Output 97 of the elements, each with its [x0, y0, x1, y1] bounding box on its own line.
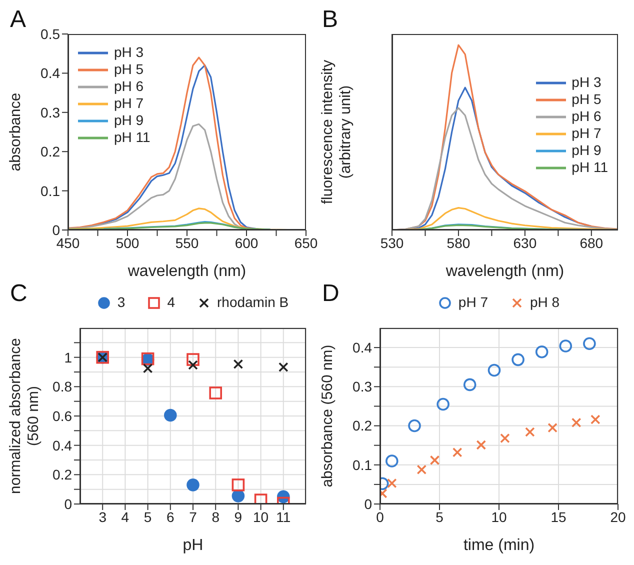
legend-label: pH 3 — [572, 74, 602, 91]
y-tick-label: 0.2 — [352, 418, 372, 434]
y-axis-title: fluorescence intensity (arbitrary unit) — [319, 59, 354, 204]
point — [548, 422, 558, 433]
y-tick-label: 0.8 — [52, 378, 72, 395]
x-tick-label: 4 — [121, 508, 130, 525]
y-axis-title: absorbance (560 nm) — [319, 344, 336, 488]
y-tick-label: 0.6 — [52, 408, 72, 424]
point — [488, 364, 501, 377]
legend-label: 3 — [117, 294, 126, 311]
x-tick-label: 7 — [189, 508, 198, 525]
legend-label: pH 7 — [114, 95, 144, 112]
point — [188, 360, 198, 370]
y-tick-label: 0 — [64, 496, 72, 512]
x-tick-label: 20 — [610, 508, 626, 525]
y-tick-label: 0.5 — [40, 26, 60, 42]
x-tick-label: 10 — [253, 508, 269, 525]
point — [232, 478, 245, 492]
point — [463, 378, 476, 392]
y-tick-label: 1 — [64, 349, 72, 366]
y-axis-title: normalized absorbance (560 nm) — [7, 338, 42, 494]
point — [571, 418, 582, 428]
legend-label: rhodamin B — [217, 294, 289, 311]
chart-title: D — [322, 280, 340, 308]
x-tick-label: 5 — [436, 508, 444, 525]
y-tick-label: 0.1 — [40, 182, 60, 199]
legend-label: pH 6 — [114, 78, 144, 95]
x-tick-label: 10 — [491, 508, 507, 525]
point — [452, 447, 462, 458]
point — [430, 455, 440, 466]
x-tick-label: 580 — [446, 234, 470, 251]
point — [476, 440, 486, 450]
y-tick-label: 0.4 — [352, 340, 372, 356]
x-tick-label: 9 — [234, 508, 242, 525]
legend-label: pH 7 — [458, 294, 488, 311]
legend-label: pH 5 — [114, 61, 144, 78]
y-axis-title: absorbance — [7, 92, 24, 172]
x-tick-label: 500 — [116, 234, 140, 251]
point — [386, 454, 398, 468]
point — [559, 340, 572, 352]
legend-label: 4 — [167, 294, 175, 311]
legend-label: pH 11 — [114, 129, 150, 146]
point — [186, 353, 200, 366]
point — [278, 362, 288, 372]
x-tick-label: 5 — [144, 508, 152, 525]
point — [387, 478, 397, 488]
point — [436, 398, 450, 411]
y-tick-label: 0.2 — [40, 144, 60, 160]
point — [254, 494, 268, 504]
legend-label: pH 7 — [572, 125, 602, 142]
point — [232, 490, 245, 502]
legend-label: pH 9 — [114, 112, 144, 129]
y-tick-label: 0.3 — [352, 378, 372, 395]
point — [233, 359, 244, 369]
y-tick-label: 0.3 — [40, 104, 60, 120]
legend-label: pH 11 — [572, 159, 608, 176]
point — [209, 386, 222, 400]
y-tick-label: 0.1 — [352, 456, 372, 473]
x-axis-title: wavelength (nm) — [126, 263, 246, 280]
y-tick-label: 0.4 — [40, 65, 60, 82]
point — [512, 353, 524, 366]
x-tick-label: 530 — [380, 234, 404, 251]
y-tick-label: 0 — [364, 496, 372, 512]
chart-title: B — [322, 6, 338, 34]
x-axis-title: time (min) — [463, 537, 535, 554]
point — [164, 408, 177, 422]
x-tick-label: 600 — [234, 234, 258, 251]
x-tick-label: 550 — [175, 234, 199, 251]
legend-label: pH 9 — [572, 142, 602, 159]
point — [525, 427, 535, 437]
point — [142, 363, 153, 374]
x-tick-label: 650 — [294, 234, 318, 251]
x-axis-title: wavelength (nm) — [444, 263, 564, 280]
x-tick-label: 0 — [376, 508, 384, 525]
x-tick-label: 6 — [166, 508, 174, 525]
y-tick-label: 0.4 — [52, 437, 72, 454]
legend-label: pH 6 — [572, 108, 602, 125]
x-tick-label: 8 — [212, 508, 220, 525]
chart-title: C — [10, 280, 28, 308]
point — [590, 414, 600, 424]
x-tick-label: 11 — [276, 508, 291, 525]
x-tick-label: 630 — [513, 234, 537, 251]
x-tick-label: 680 — [580, 234, 604, 251]
chart-title: A — [10, 6, 26, 34]
point — [500, 433, 510, 444]
point — [535, 345, 548, 358]
point — [583, 337, 596, 350]
x-tick-label: 15 — [550, 508, 566, 525]
x-tick-label: 3 — [98, 508, 107, 525]
y-tick-label: 0.2 — [52, 466, 72, 483]
x-axis-title: pH — [182, 537, 204, 554]
point — [416, 464, 427, 474]
legend-label: pH 5 — [572, 91, 602, 108]
legend-label: pH 8 — [530, 294, 560, 311]
point — [186, 478, 200, 492]
point — [408, 419, 421, 432]
legend-label: pH 3 — [114, 44, 144, 61]
